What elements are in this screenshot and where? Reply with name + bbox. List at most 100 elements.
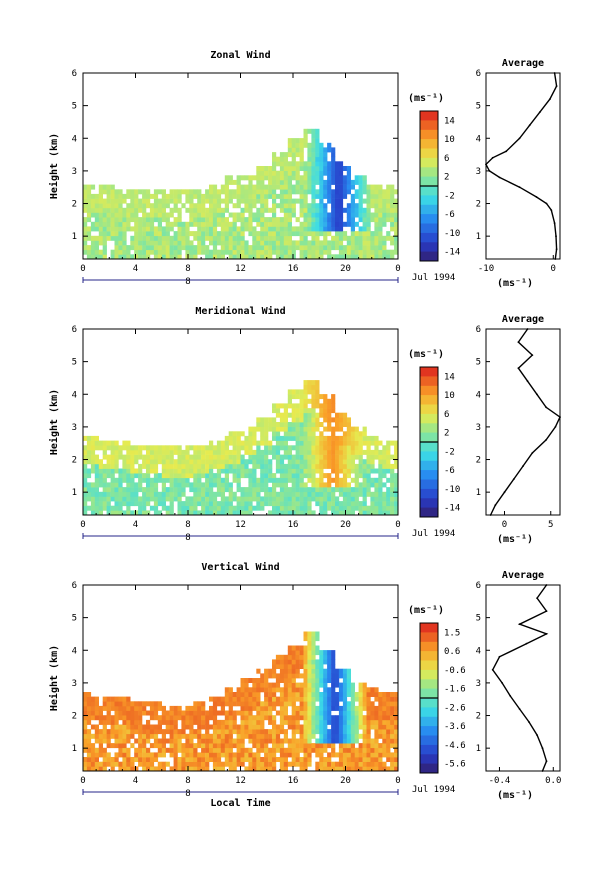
heat-cell (193, 473, 198, 479)
heat-cell (358, 719, 363, 725)
heat-cell (153, 245, 159, 251)
heat-cell (205, 235, 210, 241)
heat-cell (209, 226, 214, 232)
heat-cell (138, 473, 143, 479)
heat-cell (338, 426, 344, 432)
heat-cell (311, 156, 316, 162)
heat-cell (134, 207, 139, 213)
heat-cell (197, 203, 202, 209)
heat-cell (268, 184, 273, 190)
heat-cell (240, 468, 245, 474)
heat-cell (209, 249, 214, 255)
heat-cell (331, 221, 336, 227)
heat-cell (268, 501, 273, 507)
heat-cell (295, 445, 300, 451)
heat-cell (268, 757, 273, 762)
heat-cell (331, 505, 336, 511)
heat-cell (311, 659, 316, 665)
heat-cell (362, 501, 367, 507)
heat-cell (386, 477, 391, 483)
heat-cell (110, 757, 115, 762)
heat-cell (224, 724, 229, 730)
heat-cell (252, 463, 257, 469)
heat-cell (283, 422, 288, 427)
heat-cell (335, 221, 340, 227)
heat-cell (169, 747, 174, 753)
heat-cell (358, 715, 363, 721)
heat-cell (311, 221, 316, 227)
heat-cell (236, 701, 241, 707)
heat-cell (323, 724, 328, 730)
heat-cell (130, 729, 135, 735)
heat-cell (264, 426, 269, 432)
heat-cell (342, 463, 348, 469)
heat-cell (264, 678, 269, 683)
heat-cell (287, 510, 292, 516)
heat-cell (248, 440, 253, 446)
average-point (517, 367, 520, 370)
heat-cell (366, 245, 371, 251)
x-tick-label: 16 (288, 776, 299, 786)
heat-cell (90, 757, 96, 762)
heat-cell (244, 184, 249, 190)
heat-cell (149, 212, 155, 218)
heat-cell (94, 510, 99, 516)
heat-cell (327, 226, 332, 232)
heat-cell (327, 422, 332, 427)
heat-cell (240, 715, 245, 721)
heat-cell (319, 240, 324, 246)
heat-cell (295, 449, 300, 455)
heat-cell (212, 743, 218, 749)
heat-cell (185, 705, 190, 711)
heat-cell (228, 226, 233, 232)
heat-cell (86, 226, 92, 232)
heat-cell (346, 678, 351, 683)
heat-cell (181, 473, 186, 479)
average-point (518, 186, 521, 189)
heat-cell (252, 757, 257, 762)
heat-cell (165, 738, 170, 744)
heat-cell (342, 733, 348, 739)
heat-cell (165, 203, 170, 209)
heat-cell (287, 179, 292, 185)
heat-cell (374, 705, 379, 711)
heat-cell (197, 459, 202, 465)
heat-cell (114, 235, 119, 241)
heat-cell (153, 454, 159, 460)
heat-cell (260, 482, 265, 488)
y-axis-label: Height (km) (48, 645, 60, 711)
y-tick-label: 2 (72, 200, 77, 210)
colorbar-segment (420, 242, 438, 252)
heat-cell (268, 668, 273, 674)
heat-cell (169, 752, 174, 758)
heat-cell (374, 245, 379, 251)
heat-cell (256, 422, 261, 427)
heat-cell (382, 482, 387, 488)
heat-cell (256, 217, 261, 223)
heat-cell (291, 692, 296, 697)
heat-cell (98, 743, 103, 749)
average-point (559, 416, 561, 418)
heat-cell (209, 454, 214, 460)
heat-cell (378, 510, 383, 516)
heat-cell (216, 468, 222, 474)
heat-cell (303, 440, 308, 446)
heat-cell (378, 719, 383, 725)
heat-cell (212, 184, 218, 190)
heat-cell (236, 473, 241, 479)
heat-cell (224, 454, 229, 460)
heat-cell (331, 463, 336, 469)
heat-cell (386, 505, 391, 511)
heat-cell (130, 240, 135, 246)
heat-cell (350, 184, 355, 190)
heat-cell (220, 240, 225, 246)
heat-cell (86, 212, 92, 218)
heat-cell (346, 482, 351, 488)
heat-cell (354, 729, 359, 735)
heat-cell (275, 217, 281, 223)
heat-cell (94, 761, 99, 767)
heat-cell (366, 761, 371, 767)
heat-cell (94, 193, 99, 199)
heat-cell (130, 226, 135, 232)
heat-cell (268, 226, 273, 232)
